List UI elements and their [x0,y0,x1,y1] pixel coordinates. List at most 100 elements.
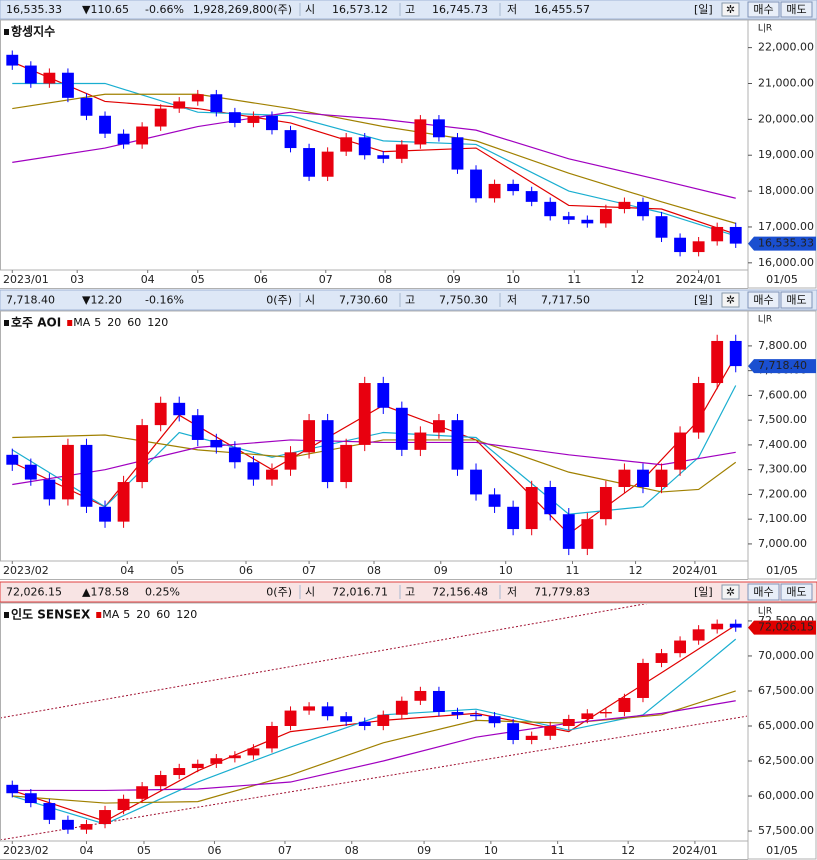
button-buy-label[interactable]: 매수 [753,3,773,16]
button-buy[interactable] [747,1,780,18]
candle-body [154,108,167,127]
legend-label: MA [102,608,119,621]
candle-body [303,420,316,453]
moving-average [12,434,737,493]
button-buy-label[interactable]: 매수 [753,294,773,307]
candle-body [507,723,520,741]
settings-button[interactable] [721,292,740,308]
settings-icon[interactable]: ✲ [726,586,735,599]
candle-body [228,447,241,463]
header-low: 71,779.83 [534,586,590,599]
candle-body [581,519,594,549]
candle-body [80,97,93,116]
x-tick-label: 08 [378,273,392,286]
header-change-pct: -0.16% [145,294,184,307]
candle-body [525,486,538,530]
y-tick-label: 7,500.00 [758,413,807,426]
title-marker [4,612,9,618]
button-sell[interactable] [780,1,813,18]
candle-body [692,629,705,641]
x-tick-label: 05 [191,273,205,286]
x-tick-label: 09 [417,844,431,857]
button-sell-label[interactable]: 매도 [786,586,806,599]
header-change-pct: -0.66% [145,3,184,16]
moving-average [12,638,737,825]
candle-body [395,407,408,450]
x-tick-label: 11 [551,844,565,857]
value-axis [747,602,817,860]
candle-body [470,169,482,199]
candle-body [43,479,56,500]
header-open-label: 시 [305,294,315,307]
candle-body [154,402,167,426]
price-pointer [748,359,816,374]
candle-body [99,115,111,134]
x-tick-label: 12 [630,273,644,286]
x-tick-label: 03 [70,273,84,286]
header-bar [0,0,817,20]
candle-body [711,340,724,384]
button-sell-label[interactable]: 매도 [786,294,806,307]
candle-body [581,219,594,224]
candle-body [711,623,724,630]
candle-body [599,486,612,520]
settings-icon[interactable]: ✲ [726,3,735,16]
candle-body [117,482,130,522]
candle-body [637,662,649,698]
y-tick-label: 7,600.00 [758,388,807,401]
x-tick-label: 2023/02 [3,564,49,577]
candle-body [358,721,371,726]
moving-average [12,93,736,224]
candle-body [340,444,353,483]
button-buy[interactable] [747,583,780,601]
candle-body [488,183,501,199]
candle-body [544,201,557,217]
candle-body [99,810,111,825]
price-label: 72,026.15 [758,621,814,634]
candle-body [470,469,482,495]
y-tick-label: 16,000.00 [758,256,814,269]
legend-entry: 120 [176,608,197,621]
button-sell-label[interactable]: 매도 [786,3,806,16]
candle-body [80,824,93,830]
candle-body [154,775,167,787]
settings-icon[interactable]: ✲ [726,294,735,307]
header-high-label: 고 [405,586,415,599]
button-sell[interactable] [780,583,813,601]
x-tick-label: 2023/02 [3,844,49,857]
candle-body [210,94,223,113]
header-volume: 0(주) [266,294,292,307]
y-tick-label: 7,800.00 [758,339,807,352]
candle-body [43,72,56,84]
header-low: 7,717.50 [541,294,590,307]
candle-body [729,340,742,367]
x-tick-label: 07 [319,273,333,286]
x-tick-label: 2024/01 [672,844,718,857]
y-tick-label: 7,000.00 [758,537,807,550]
x-tick-label: 06 [254,273,268,286]
y-tick-label: 7,100.00 [758,512,807,525]
price-pointer [748,236,816,251]
candle-body [321,706,334,717]
candle-body [599,711,612,714]
settings-button[interactable] [721,2,740,17]
candle-body [247,462,260,480]
legend-entry: 60 [127,316,141,329]
candle-body [711,226,724,242]
candle-body [655,469,668,487]
candle-body [191,94,204,102]
header-last: 7,718.40 [6,294,55,307]
candle-body [210,439,223,448]
x-tick-label: 05 [170,564,184,577]
candle-body [247,748,260,756]
button-buy-label[interactable]: 매수 [753,586,773,599]
legend-entry: 20 [136,608,150,621]
x-tick-label: 12 [629,564,643,577]
settings-button[interactable] [721,584,740,600]
plot-layer [6,50,742,257]
candle-body [191,415,204,440]
button-sell[interactable] [780,291,813,309]
button-buy[interactable] [747,291,780,309]
candle-body [562,718,575,726]
x-tick-label: 06 [239,564,253,577]
